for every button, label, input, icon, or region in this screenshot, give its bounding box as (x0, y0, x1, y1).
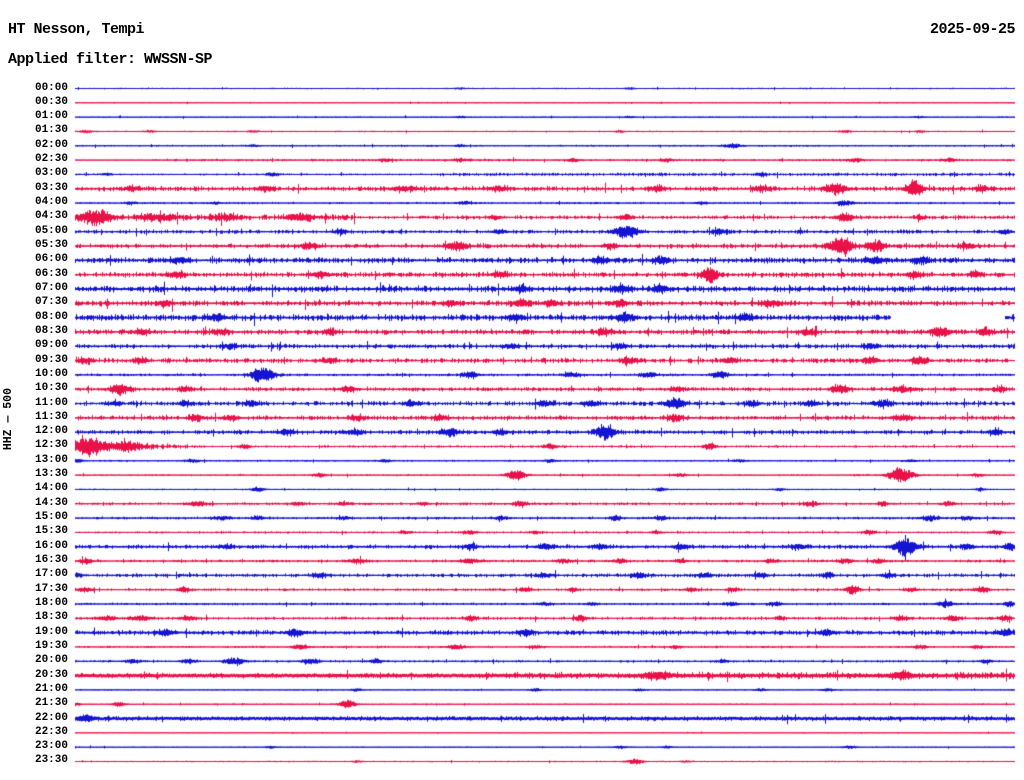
time-label: 05:00 (34, 224, 68, 237)
time-label: 12:30 (34, 439, 68, 452)
time-label: 22:00 (34, 711, 68, 724)
time-label: 17:30 (34, 582, 68, 595)
time-label: 22:30 (34, 725, 68, 738)
time-label: 00:30 (34, 95, 68, 108)
time-label: 11:30 (34, 410, 68, 423)
time-label: 07:30 (34, 296, 68, 309)
time-label: 14:30 (34, 496, 68, 509)
time-label: 23:30 (34, 754, 68, 767)
time-label: 23:00 (34, 740, 68, 753)
time-label: 14:00 (34, 482, 68, 495)
time-label: 03:30 (34, 181, 68, 194)
time-label: 01:00 (34, 110, 68, 123)
time-label: 09:30 (34, 353, 68, 366)
time-label: 10:30 (34, 382, 68, 395)
time-label: 16:30 (34, 554, 68, 567)
time-label: 18:30 (34, 611, 68, 624)
time-label: 10:00 (34, 367, 68, 380)
time-label: 02:00 (34, 138, 68, 151)
time-label: 03:00 (34, 167, 68, 180)
time-label: 04:30 (34, 210, 68, 223)
time-label: 21:00 (34, 682, 68, 695)
time-label: 20:30 (34, 668, 68, 681)
time-label: 04:00 (34, 196, 68, 209)
time-label: 00:00 (34, 81, 68, 94)
time-label: 08:30 (34, 324, 68, 337)
time-label: 20:00 (34, 654, 68, 667)
time-label: 06:30 (34, 267, 68, 280)
time-label: 21:30 (34, 697, 68, 710)
time-label: 01:30 (34, 124, 68, 137)
time-label: 16:00 (34, 539, 68, 552)
time-label: 05:30 (34, 239, 68, 251)
time-label: 18:00 (34, 596, 68, 609)
time-label: 19:00 (34, 625, 68, 638)
time-label: 19:30 (34, 639, 68, 652)
time-label: 13:00 (34, 453, 68, 466)
time-label: 17:00 (34, 568, 68, 581)
date-label: 2025-09-25 (929, 21, 1016, 38)
time-label: 09:00 (34, 339, 68, 352)
station-title: HT Nesson, Tempi (8, 21, 145, 38)
time-label: 13:30 (34, 468, 68, 481)
time-label: 08:00 (34, 310, 68, 323)
time-label: 11:00 (34, 396, 68, 409)
time-label: 07:00 (34, 281, 68, 294)
time-label: 15:00 (34, 511, 68, 524)
time-label: 15:30 (34, 525, 68, 538)
time-label: 12:00 (34, 425, 68, 438)
time-label: 06:00 (34, 253, 68, 266)
applied-filter-label: Applied filter: WWSSN-SP (8, 51, 213, 68)
time-label: 02:30 (34, 153, 68, 166)
